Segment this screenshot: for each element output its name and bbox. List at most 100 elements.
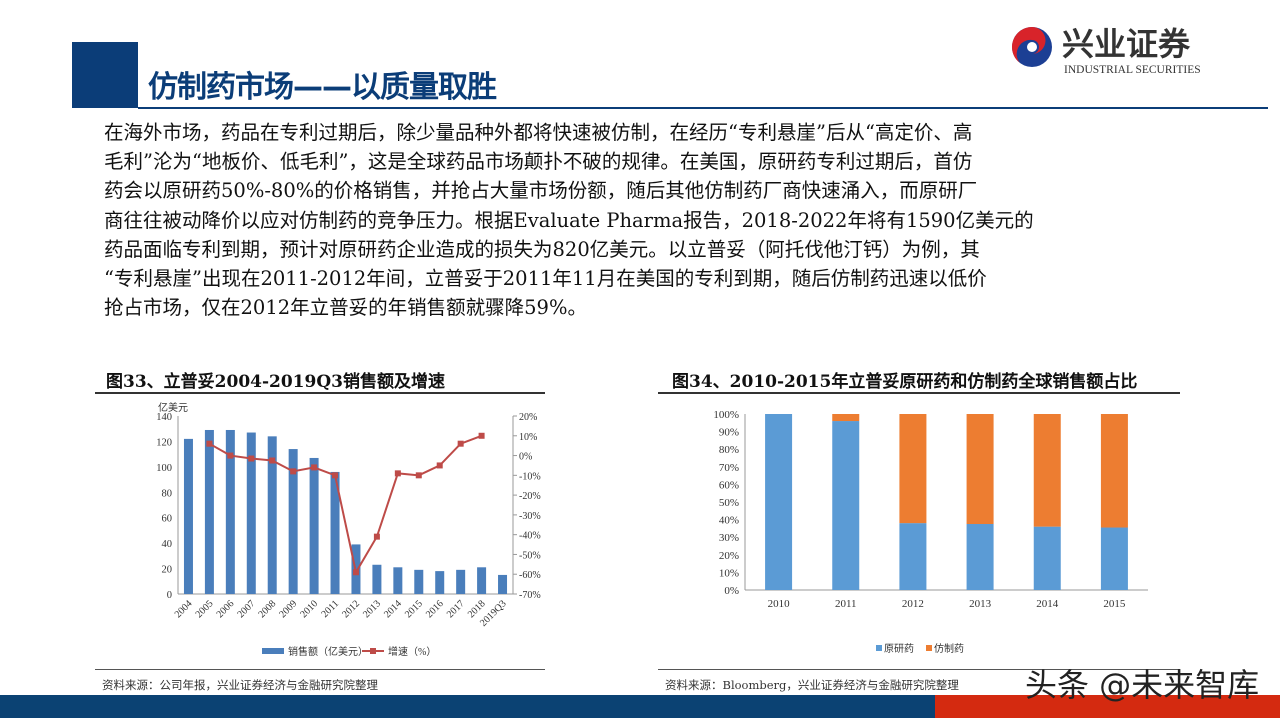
chart1-point [478, 432, 485, 439]
body-text: 在海外市场，药品在专利过期后，除少量品种外都将快速被仿制，在经历“专利悬崖”后从… [104, 118, 1184, 322]
chart1-point [415, 472, 422, 479]
chart1-y2tick: -20% [519, 491, 541, 502]
chart2-xtick: 2013 [969, 598, 992, 610]
title-divider [138, 107, 1268, 109]
chart1-point [206, 440, 213, 447]
page-title: 仿制药市场——以质量取胜 [148, 70, 497, 105]
chart1-point [248, 455, 255, 462]
chart1-point [373, 533, 380, 540]
body-line: 毛利”沦为“地板价、低毛利”，这是全球药品市场颠扑不破的规律。在美国，原研药专利… [104, 150, 973, 174]
chart1-point [436, 462, 443, 469]
chart1-legend-line-marker [370, 648, 376, 654]
chart2-bar-generic [966, 414, 994, 524]
chart1-ytick: 60 [162, 514, 173, 525]
title-block [72, 42, 138, 108]
chart1-xtick: 2004 [173, 598, 195, 620]
chart1-bar [183, 438, 193, 594]
chart2-ytick: 10% [719, 567, 739, 579]
chart1-title: 图33、立普妥2004-2019Q3销售额及增速 [106, 372, 445, 392]
chart1-legend-line: 增速（%） [388, 645, 436, 658]
chart1-point [227, 452, 234, 459]
footer-bar-navy [0, 695, 935, 718]
chart1-y2tick: -30% [519, 511, 541, 522]
chart1-ytick: 120 [156, 437, 172, 448]
chart2-bar-generic [832, 414, 860, 422]
chart2-source: 资料来源：Bloomberg，兴业证券经济与金融研究院整理 [665, 678, 959, 692]
chart1-bar [330, 471, 340, 594]
chart2-ytick: 0% [724, 585, 739, 597]
chart1-point [290, 468, 297, 475]
watermark: 头条 @未来智库 [1025, 666, 1260, 704]
chart2-bar-original [1033, 526, 1061, 590]
chart1-xtick: 2008 [256, 598, 278, 620]
body-line: 商往往被动降价以应对仿制药的竞争压力。根据Evaluate Pharma报告，2… [104, 208, 1034, 232]
chart1-bar [246, 432, 256, 594]
chart1-source: 资料来源：公司年报，兴业证券经济与金融研究院整理 [102, 678, 378, 692]
chart1-xtick: 2009 [277, 598, 299, 620]
chart2-bar-original [966, 524, 994, 590]
chart1-y2tick: 0% [519, 452, 532, 463]
chart2-xtick: 2010 [768, 598, 791, 610]
chart1-xtick: 2013 [361, 598, 383, 620]
chart1-xtick: 2014 [382, 598, 404, 620]
chart2-bar-generic [1100, 414, 1128, 528]
chart1-point [332, 472, 339, 479]
chart2-ytick: 50% [719, 497, 739, 509]
chart1-y2tick: -70% [519, 590, 541, 601]
chart1-y2tick: -40% [519, 531, 541, 542]
chart1-point [457, 440, 464, 447]
chart2-legend-swatch [876, 645, 882, 651]
body-line: 在海外市场，药品在专利过期后，除少量品种外都将快速被仿制，在经历“专利悬崖”后从… [104, 121, 973, 144]
chart2-ytick: 80% [719, 444, 739, 456]
chart2-source-line [658, 669, 1180, 670]
chart2-bar-generic [899, 414, 927, 524]
chart1-ylabel: 亿美元 [158, 401, 188, 414]
chart1-point [269, 457, 276, 464]
chart2-ytick: 30% [719, 532, 739, 544]
chart2-ytick: 60% [719, 479, 739, 491]
chart1-point [311, 464, 318, 471]
chart1-bar [393, 567, 403, 594]
chart2-bar-original [1100, 527, 1128, 590]
chart2-title-line [658, 392, 1180, 394]
chart1-bar [372, 564, 382, 594]
chart1-legend-bar: 销售额（亿美元） [288, 645, 368, 658]
chart2-xtick: 2011 [835, 598, 857, 610]
chart1-ytick: 20 [162, 565, 173, 576]
chart1-y2tick: 20% [519, 412, 537, 423]
body-line: 药品面临专利到期，预计对原研药企业造成的损失为820亿美元。以立普妥（阿托伐他汀… [104, 237, 980, 261]
chart2-ytick: 90% [719, 427, 739, 439]
chart2-legend-label: 仿制药 [934, 642, 964, 655]
chart2-xtick: 2012 [902, 598, 924, 610]
chart2-title: 图34、2010-2015年立普妥原研药和仿制药全球销售额占比 [672, 372, 1138, 392]
chart1-point [352, 569, 359, 576]
chart1-legend-bar-swatch [262, 648, 284, 654]
footer-bar-red [935, 695, 1280, 718]
chart2-bar-generic [1033, 414, 1061, 527]
chart1-xtick: 2016 [424, 598, 446, 620]
chart1-ytick: 0 [167, 590, 172, 601]
company-logo: 兴业证券 INDUSTRIAL SECURITIES [1012, 25, 1201, 76]
chart1-bar [435, 571, 445, 594]
chart1-xtick: 2012 [340, 598, 362, 620]
chart2-ytick: 40% [719, 515, 739, 527]
chart1-source-line [95, 669, 545, 670]
chart1-xtick: 2006 [215, 598, 237, 620]
chart2-ytick: 100% [713, 409, 739, 421]
logo-en: INDUSTRIAL SECURITIES [1064, 64, 1201, 76]
chart1-ytick: 100 [156, 463, 172, 474]
chart1-xtick: 2005 [194, 598, 216, 620]
chart2-bar-original [899, 523, 927, 590]
chart2-xtick: 2015 [1103, 598, 1126, 610]
chart2-bar-original [765, 414, 793, 590]
chart1-xtick: 2010 [298, 598, 320, 620]
chart1-bar [267, 436, 277, 594]
chart1-bar [225, 429, 235, 594]
chart1-bar [309, 457, 319, 594]
chart2-legend-swatch [926, 645, 932, 651]
chart2-bar-original [832, 421, 860, 590]
chart2-ytick: 70% [719, 462, 739, 474]
chart1-y2tick: -10% [519, 471, 541, 482]
chart1-bar [498, 574, 508, 594]
